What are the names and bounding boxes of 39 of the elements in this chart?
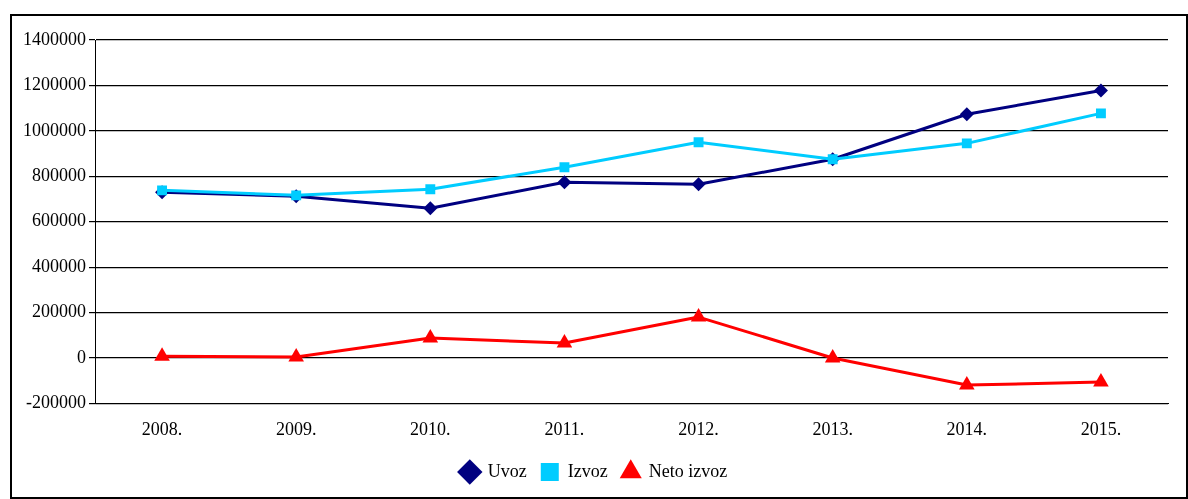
point	[961, 138, 972, 149]
point	[824, 348, 841, 363]
legend-label: Izvoz	[567, 460, 608, 481]
point	[557, 175, 572, 190]
point	[693, 137, 704, 148]
point	[423, 201, 438, 216]
point	[425, 184, 436, 195]
x-tick-label: 2011.	[544, 418, 585, 439]
point	[157, 185, 168, 196]
point	[154, 347, 170, 361]
y-tick-label: 1200000	[23, 74, 86, 95]
x-tick-label: 2013.	[812, 418, 853, 439]
y-tick-label: 0	[77, 346, 86, 367]
point	[556, 333, 573, 348]
y-tick-label: 800000	[32, 165, 86, 186]
point	[1093, 83, 1108, 98]
y-tick-label: -200000	[26, 392, 86, 413]
x-tick-label: 2010.	[410, 418, 451, 439]
y-tick-label: 400000	[32, 255, 86, 276]
legend-label: Neto izvoz	[648, 460, 728, 481]
x-tick-label: 2008.	[141, 418, 183, 439]
x-tick-label: 2009.	[275, 418, 317, 439]
point	[1095, 108, 1106, 119]
point	[959, 107, 974, 122]
legend-label: Uvoz	[487, 460, 527, 481]
point	[288, 348, 304, 362]
point	[1093, 373, 1109, 387]
y-tick-label: 600000	[32, 210, 86, 231]
point	[559, 162, 570, 173]
y-tick-label: 1000000	[23, 119, 86, 140]
x-tick-label: 2015.	[1080, 418, 1122, 439]
point	[959, 376, 975, 390]
point	[690, 308, 707, 322]
x-tick-label: 2014.	[946, 418, 988, 439]
point	[691, 177, 706, 192]
point	[422, 328, 439, 343]
x-tick-label: 2012.	[678, 418, 719, 439]
y-tick-label: 200000	[32, 301, 86, 322]
y-tick-label: 1400000	[23, 28, 86, 49]
